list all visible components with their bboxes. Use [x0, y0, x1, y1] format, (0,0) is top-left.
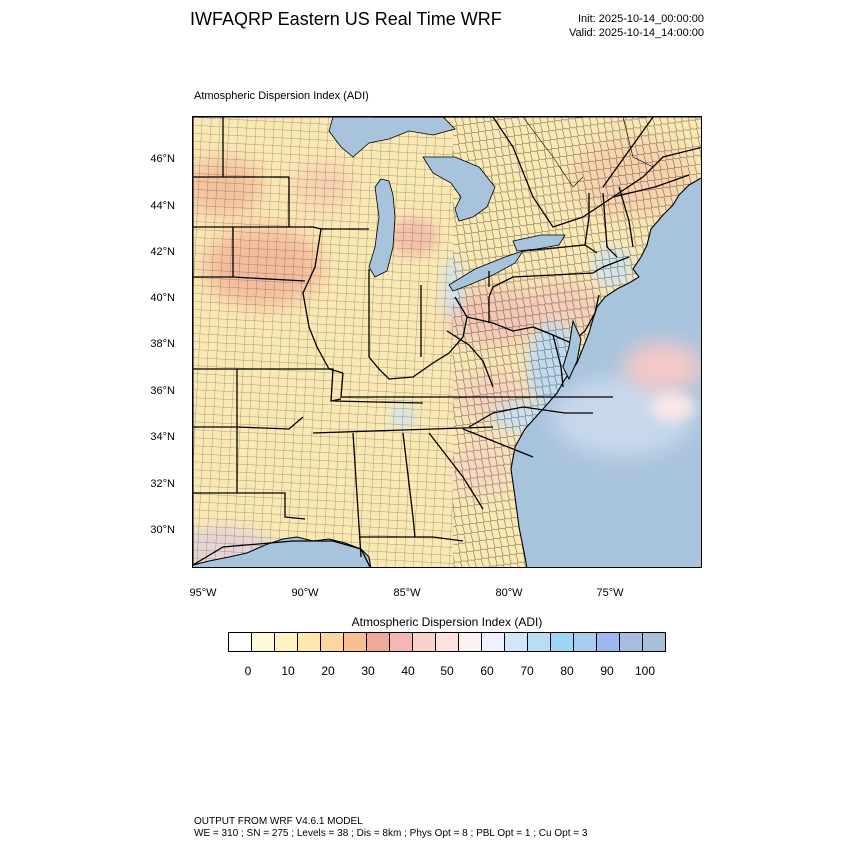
- model-info-line1: OUTPUT FROM WRF V4.6.1 MODEL: [194, 816, 363, 827]
- lon-label-85w: 85°W: [393, 587, 421, 599]
- colorbar-tick: 60: [480, 664, 494, 678]
- valid-timestamp: Valid: 2025-10-14_14:00:00: [569, 27, 704, 39]
- lake-erie: [448, 250, 524, 292]
- lat-label-32n: 32°N: [150, 478, 175, 490]
- lat-label-44n: 44°N: [150, 200, 175, 212]
- colorbar-swatch: [597, 633, 620, 651]
- colorbar-tick: 10: [281, 664, 295, 678]
- colorbar-tick: 50: [440, 664, 454, 678]
- map-canvas: [193, 117, 701, 567]
- colorbar-swatch: [275, 633, 298, 651]
- model-info-line2: WE = 310 ; SN = 275 ; Levels = 38 ; Dis …: [194, 828, 588, 839]
- canada-lines: [522, 117, 654, 188]
- colorbar-swatch: [459, 633, 482, 651]
- lat-label-46n: 46°N: [150, 153, 175, 165]
- colorbar-swatch: [344, 633, 367, 651]
- lat-label-38n: 38°N: [150, 338, 175, 350]
- colorbar-swatch: [574, 633, 597, 651]
- colorbar-swatch: [390, 633, 413, 651]
- colorbar-tick: 20: [321, 664, 335, 678]
- colorbar-swatch: [620, 633, 643, 651]
- colorbar-title: Atmospheric Dispersion Index (ADI): [351, 615, 543, 629]
- colorbar-swatch: [643, 633, 665, 651]
- lake-superior: [328, 117, 456, 158]
- colorbar-swatch: [321, 633, 344, 651]
- colorbar-swatch: [528, 633, 551, 651]
- colorbar-tick: 30: [361, 664, 375, 678]
- colorbar-swatch: [413, 633, 436, 651]
- colorbar-swatch: [482, 633, 505, 651]
- lake-ontario: [512, 234, 566, 252]
- colorbar: [228, 632, 666, 652]
- lon-label-95w: 95°W: [189, 587, 217, 599]
- colorbar-tick: 0: [244, 664, 252, 678]
- colorbar-swatch: [229, 633, 252, 651]
- colorbar-tick: 100: [634, 664, 656, 678]
- colorbar-swatch: [436, 633, 459, 651]
- lat-label-36n: 36°N: [150, 385, 175, 397]
- lat-label-42n: 42°N: [150, 246, 175, 258]
- lat-label-40n: 40°N: [150, 292, 175, 304]
- colorbar-tick: 80: [560, 664, 574, 678]
- plot-subtitle: Atmospheric Dispersion Index (ADI): [194, 90, 369, 102]
- lon-label-75w: 75°W: [596, 587, 624, 599]
- state-boundaries: [193, 117, 690, 567]
- chart-title: IWFAQRP Eastern US Real Time WRF: [190, 9, 502, 29]
- colorbar-tick: 90: [600, 664, 614, 678]
- lake-michigan: [368, 178, 396, 278]
- colorbar-swatch: [252, 633, 275, 651]
- init-timestamp: Init: 2025-10-14_00:00:00: [578, 13, 704, 25]
- colorbar-tick: 70: [520, 664, 534, 678]
- map-frame: [192, 116, 702, 568]
- chesapeake-bay: [562, 319, 582, 381]
- colorbar-swatch: [298, 633, 321, 651]
- colorbar-swatch: [367, 633, 390, 651]
- colorbar-tick: 40: [401, 664, 415, 678]
- lat-label-30n: 30°N: [150, 524, 175, 536]
- colorbar-swatch: [505, 633, 528, 651]
- lake-huron: [422, 156, 496, 222]
- colorbar-swatch: [551, 633, 574, 651]
- lon-label-90w: 90°W: [291, 587, 319, 599]
- lat-label-34n: 34°N: [150, 431, 175, 443]
- lon-label-80w: 80°W: [495, 587, 523, 599]
